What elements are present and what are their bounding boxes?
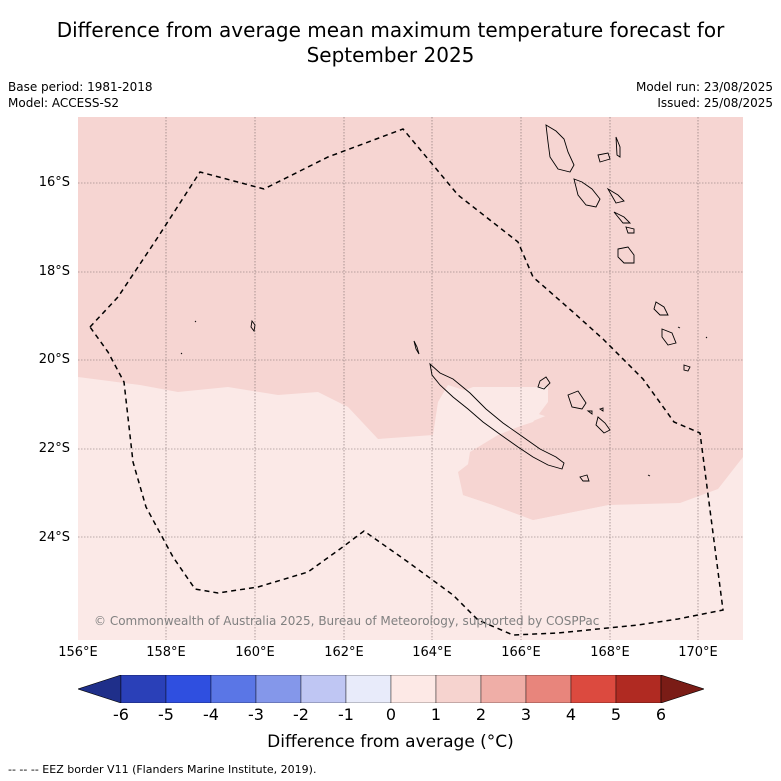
anomaly-patch-light — [440, 387, 548, 442]
colorbar-tick-label: 6 — [655, 705, 667, 724]
meta-left: Base period: 1981-2018 Model: ACCESS-S2 — [8, 79, 153, 111]
colorbar-band — [210, 674, 257, 704]
lon-label-156e: 156°E — [58, 645, 98, 660]
colorbar-bands — [77, 674, 705, 704]
model-name: Model: ACCESS-S2 — [8, 96, 120, 110]
colorbar-tick-label: -1 — [338, 705, 354, 724]
colorbar-band — [615, 674, 662, 704]
title-line-1: Difference from average mean maximum tem… — [56, 18, 725, 42]
lon-label-168e: 168°E — [590, 645, 630, 660]
anomaly-region-southeast — [463, 415, 743, 520]
new-caledonia-coastline — [413, 340, 611, 482]
colorbar-tick-label: -3 — [248, 705, 264, 724]
map-title: Difference from average mean maximum tem… — [0, 18, 781, 68]
lat-label-20s: 20°S — [38, 352, 70, 367]
lat-label-16s: 16°S — [38, 175, 70, 190]
colorbar-tick-label: 5 — [610, 705, 622, 724]
lon-label-158e: 158°E — [146, 645, 186, 660]
colorbar-band — [300, 674, 347, 704]
colorbar-band — [345, 674, 392, 704]
lon-label-164e: 164°E — [412, 645, 452, 660]
colorbar-band — [570, 674, 617, 704]
colorbar — [77, 674, 705, 704]
colorbar-band — [480, 674, 527, 704]
lat-label-22s: 22°S — [38, 441, 70, 456]
copyright-notice: © Commonwealth of Australia 2025, Bureau… — [94, 614, 599, 628]
lat-label-24s: 24°S — [38, 530, 70, 545]
lat-label-18s: 18°S — [38, 264, 70, 279]
colorbar-tick-label: 1 — [430, 705, 442, 724]
meta-right: Model run: 23/08/2025 Issued: 25/08/2025 — [636, 79, 773, 111]
colorbar-tick-label: -5 — [158, 705, 174, 724]
colorbar-tick-label: -4 — [203, 705, 219, 724]
lon-label-170e: 170°E — [678, 645, 718, 660]
colorbar-band — [255, 674, 302, 704]
graticule — [78, 117, 743, 640]
colorbar-band — [120, 674, 167, 704]
map-canvas: © Commonwealth of Australia 2025, Bureau… — [78, 117, 743, 640]
anomaly-region-north — [78, 117, 743, 520]
map-panel: © Commonwealth of Australia 2025, Bureau… — [78, 117, 743, 640]
vanuatu-coastline — [545, 124, 691, 372]
footnote-eez: -- -- -- EEZ border V11 (Flanders Marine… — [8, 763, 317, 776]
small-islands — [180, 319, 708, 477]
colorbar-tick-label: 2 — [475, 705, 487, 724]
issued-date: Issued: 25/08/2025 — [657, 96, 773, 110]
colorbar-extend-low — [77, 674, 122, 704]
colorbar-band — [390, 674, 437, 704]
lon-label-162e: 162°E — [324, 645, 364, 660]
eez-border — [89, 128, 724, 636]
base-period: Base period: 1981-2018 — [8, 80, 153, 94]
colorbar-tick-label: -6 — [113, 705, 129, 724]
colorbar-tick-label: 3 — [520, 705, 532, 724]
colorbar-tick-label: -2 — [293, 705, 309, 724]
colorbar-band — [435, 674, 482, 704]
colorbar-band — [525, 674, 572, 704]
lon-label-166e: 166°E — [501, 645, 541, 660]
colorbar-band — [165, 674, 212, 704]
colorbar-tick-label: 0 — [385, 705, 397, 724]
colorbar-extend-high — [660, 674, 705, 704]
colorbar-tick-label: 4 — [565, 705, 577, 724]
lon-label-160e: 160°E — [235, 645, 275, 660]
model-run: Model run: 23/08/2025 — [635, 80, 773, 94]
title-line-2: September 2025 — [306, 43, 475, 67]
colorbar-title: Difference from average (°C) — [267, 732, 514, 752]
